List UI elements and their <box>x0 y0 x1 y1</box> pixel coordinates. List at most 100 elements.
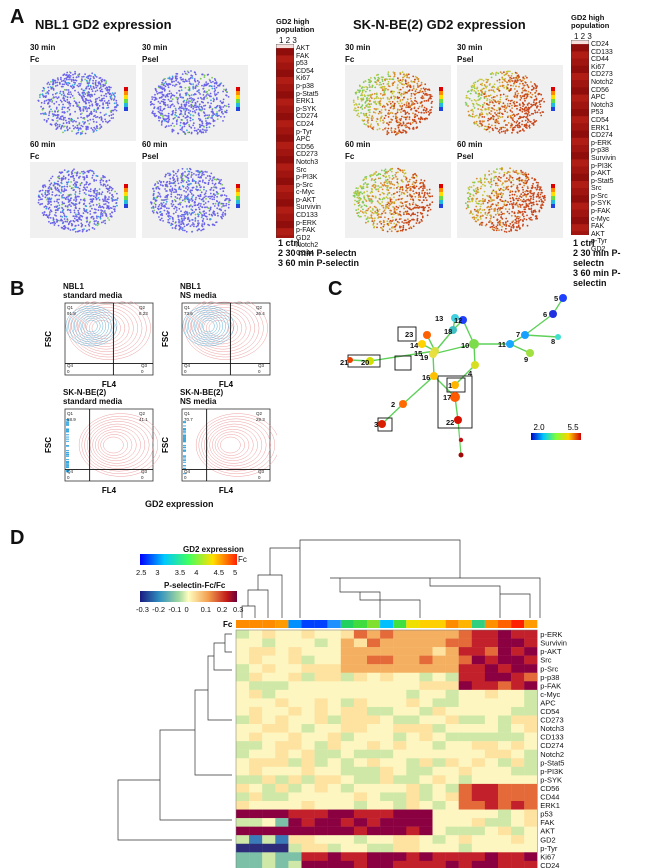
heatmap-cell <box>249 689 263 699</box>
heatmap-cell <box>275 715 289 725</box>
marker-label: FAK <box>591 223 605 231</box>
heatmap-cell <box>524 698 538 708</box>
heatmap-cell <box>419 689 433 699</box>
heatmap-cell <box>406 655 420 665</box>
flow-title-line: NBL1 <box>180 282 201 291</box>
heatmap-cell <box>471 766 486 776</box>
heatmap-cell <box>432 647 446 656</box>
heatmap-cell <box>458 852 472 862</box>
heatmap-cell <box>393 826 407 836</box>
tree-node-label: 22 <box>446 418 454 427</box>
heatmap-cell <box>419 698 433 708</box>
heatmap-cell <box>380 630 394 639</box>
tree-node <box>366 357 374 365</box>
quadrant-label: 0 <box>258 369 261 374</box>
heatmap-cell <box>340 826 355 836</box>
heatmap-cell <box>353 766 368 776</box>
heatmap-cell <box>353 681 368 691</box>
heatmap-cell <box>340 664 355 673</box>
heatmap-cell <box>380 638 394 648</box>
heatmap-cell <box>419 792 433 802</box>
heatmap-cell <box>419 826 433 836</box>
heatmap-cell <box>353 758 368 767</box>
tsne-tile: 60 min Psel <box>457 140 563 238</box>
heatmap-cell <box>445 775 459 785</box>
heatmap-cell <box>524 630 538 639</box>
heatmap-cell <box>262 860 276 868</box>
legend-tick: 3 <box>155 568 160 577</box>
heatmap-cell <box>498 664 512 673</box>
heatmap-cell <box>524 801 538 810</box>
heatmap-cell <box>445 860 459 868</box>
heatmap-cell <box>367 630 381 639</box>
heatmap-cell <box>353 732 368 742</box>
heatmap-cell <box>288 860 302 868</box>
heatmap-cell <box>406 818 420 827</box>
heatmap-cell <box>288 672 302 682</box>
legend-tick: 4 <box>194 568 199 577</box>
flow-plot-title: SK-N-BE(2) NS media <box>180 388 223 406</box>
heatmap-cell <box>314 630 328 639</box>
heatmap-cell <box>380 852 394 862</box>
heatmap-cell <box>511 860 525 868</box>
heatmap-cell <box>288 852 302 862</box>
heatmap-cell <box>419 818 433 827</box>
heatmap-cell <box>524 647 538 656</box>
heatmap-cell <box>236 792 250 802</box>
heatmap-cell <box>524 732 538 742</box>
heatmap-cell <box>393 852 407 862</box>
heatmap-cell <box>458 715 472 725</box>
heatmap-cell <box>301 672 315 682</box>
marker-label: p-Tyr <box>296 128 312 136</box>
marker-label: Notch2 <box>296 242 319 250</box>
heatmap-cell <box>524 655 538 665</box>
heatmap-row-label: CD44 <box>540 793 559 802</box>
heatmap-cell <box>511 749 525 759</box>
heatmap-cell <box>314 835 328 844</box>
tree-color-scale: 2.0 5.5 <box>531 423 581 440</box>
heatmap-cell <box>419 647 433 656</box>
heatmap-cell <box>484 801 499 810</box>
heatmap-cell <box>419 732 433 742</box>
tree-node <box>430 372 438 380</box>
heatmap-cell <box>340 647 355 656</box>
marker-label: Src <box>296 166 307 174</box>
legend-entry: 3 60 min P-selectin <box>573 268 621 288</box>
heatmap-cell <box>471 698 486 708</box>
heatmap-cell <box>249 826 263 836</box>
left-legend: 1 ctrl 2 30 min P-selectn 3 60 min P-selec… <box>278 238 359 268</box>
heatmap-cell <box>353 835 368 844</box>
heatmap-cell <box>288 826 302 836</box>
heatmap-cell <box>471 638 486 648</box>
heatmap-cell <box>484 860 499 868</box>
heatmap-cell <box>314 724 328 733</box>
flow-title-line: NBL1 <box>63 282 84 291</box>
heatmap-cell <box>406 860 420 868</box>
quadrant-label: Q3 <box>258 469 265 474</box>
heatmap-cell <box>301 689 315 699</box>
heatmap-cell <box>249 766 263 776</box>
heatmap-cell <box>340 698 355 708</box>
heatmap-cell <box>393 766 407 776</box>
right-heat-title: GD2 high population <box>571 13 610 30</box>
heatmap-cell <box>340 689 355 699</box>
heatmap-cell <box>353 801 368 810</box>
marker-label: p-PI3K <box>296 174 318 182</box>
heatmap-cell <box>301 783 315 793</box>
heatmap-cell <box>249 809 263 819</box>
flow-subtitle-line: standard media <box>63 291 123 300</box>
heatmap-cell <box>419 681 433 691</box>
heatmap-cell <box>445 809 459 819</box>
heatmap-cell <box>393 732 407 742</box>
heatmap-cell <box>393 835 407 844</box>
heatmap-row-label: p-Src <box>540 664 558 673</box>
heatmap-cell <box>524 766 538 776</box>
tile-condition-label: Fc <box>30 55 40 64</box>
heatmap-cell <box>524 783 538 793</box>
heatmap-cell <box>445 758 459 767</box>
heatmap-cell <box>288 664 302 673</box>
heatmap-cell <box>288 681 302 691</box>
heatmap-row-label: CD273 <box>540 716 563 725</box>
heatmap-cell <box>471 655 486 665</box>
left-heat-cols: 1 2 3 <box>279 36 297 45</box>
